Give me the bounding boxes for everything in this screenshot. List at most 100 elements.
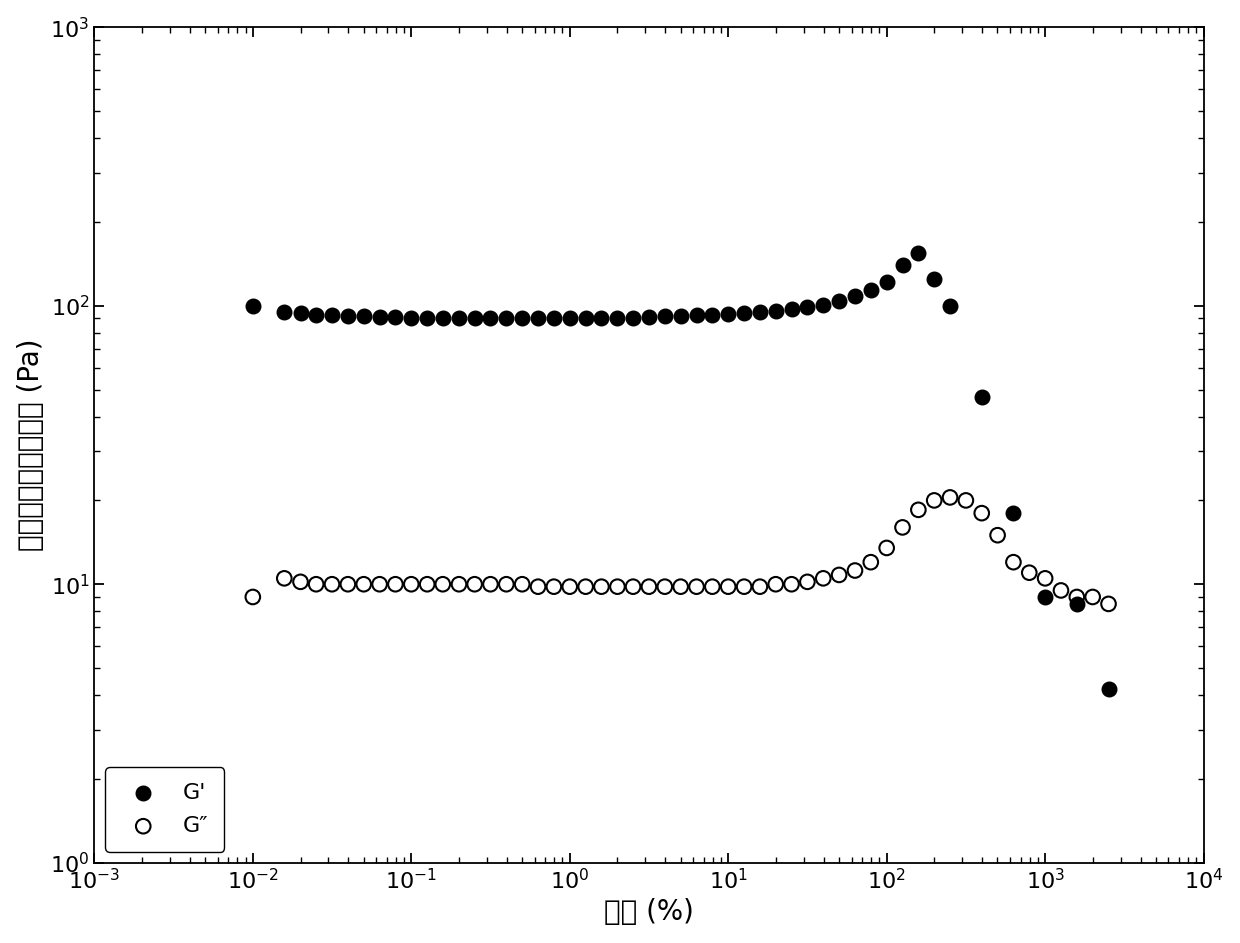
G' xyxy=(274,305,294,320)
Y-axis label: 储存模量，损耗模量 (Pa): 储存模量，损耗模量 (Pa) xyxy=(16,339,45,552)
G″ xyxy=(893,520,913,535)
G″ xyxy=(274,571,294,586)
G″ xyxy=(797,574,817,589)
G″ xyxy=(528,579,548,594)
G' xyxy=(718,306,738,322)
G″ xyxy=(1035,571,1055,586)
G' xyxy=(750,305,770,320)
G″ xyxy=(1003,554,1023,570)
G' xyxy=(1066,596,1086,611)
G' xyxy=(1003,505,1023,521)
G' xyxy=(877,274,897,290)
G″ xyxy=(512,577,532,592)
G' xyxy=(861,282,880,297)
G' xyxy=(940,298,960,313)
G' xyxy=(402,310,422,325)
G″ xyxy=(559,579,579,594)
G″ xyxy=(830,568,849,583)
G″ xyxy=(972,505,992,521)
G″ xyxy=(575,579,595,594)
G' xyxy=(687,307,707,323)
G″ xyxy=(781,577,801,592)
G″ xyxy=(608,579,627,594)
G' xyxy=(655,309,675,324)
G' xyxy=(243,298,263,313)
G' xyxy=(386,309,405,324)
G' xyxy=(702,307,722,323)
G″ xyxy=(877,540,897,555)
G″ xyxy=(671,579,691,594)
G″ xyxy=(734,579,754,594)
G″ xyxy=(750,579,770,594)
G' xyxy=(846,289,866,304)
G' xyxy=(1035,589,1055,604)
G' xyxy=(909,245,929,260)
G' xyxy=(481,310,501,325)
G' xyxy=(671,308,691,323)
G″ xyxy=(481,577,501,592)
G″ xyxy=(813,571,833,586)
G″ xyxy=(909,503,929,518)
G″ xyxy=(449,577,469,592)
G″ xyxy=(465,577,485,592)
G″ xyxy=(433,577,453,592)
G' xyxy=(544,311,564,326)
G″ xyxy=(1083,589,1102,604)
G' xyxy=(813,297,833,312)
G' xyxy=(972,389,992,405)
G″ xyxy=(846,563,866,578)
G' xyxy=(449,310,469,325)
G″ xyxy=(418,577,438,592)
G' xyxy=(624,310,644,325)
G' xyxy=(512,310,532,325)
G″ xyxy=(655,579,675,594)
G″ xyxy=(1099,596,1118,611)
G″ xyxy=(591,579,611,594)
G″ xyxy=(306,577,326,592)
G' xyxy=(528,311,548,326)
G″ xyxy=(353,577,373,592)
G″ xyxy=(924,493,944,508)
G' xyxy=(418,310,438,325)
G' xyxy=(322,307,342,323)
G″ xyxy=(322,577,342,592)
G″ xyxy=(718,579,738,594)
G' xyxy=(465,310,485,325)
G″ xyxy=(956,493,976,508)
G″ xyxy=(766,577,786,592)
G' xyxy=(496,310,516,325)
G″ xyxy=(687,579,707,594)
G' xyxy=(1099,682,1118,697)
G″ xyxy=(496,577,516,592)
G' xyxy=(575,311,595,326)
G' xyxy=(781,302,801,317)
G″ xyxy=(940,489,960,505)
G″ xyxy=(1019,565,1039,580)
G″ xyxy=(339,577,358,592)
G' xyxy=(433,310,453,325)
G″ xyxy=(988,528,1008,543)
G' xyxy=(370,309,389,324)
G″ xyxy=(624,579,644,594)
G″ xyxy=(702,579,722,594)
G″ xyxy=(370,577,389,592)
G' xyxy=(608,310,627,325)
G' xyxy=(924,272,944,287)
G' xyxy=(591,311,611,326)
G' xyxy=(306,307,326,323)
G″ xyxy=(243,589,263,604)
G' xyxy=(639,309,658,324)
G' xyxy=(734,306,754,321)
G' xyxy=(353,309,373,324)
G″ xyxy=(861,554,880,570)
G' xyxy=(766,303,786,318)
G' xyxy=(559,311,579,326)
G' xyxy=(830,293,849,308)
G″ xyxy=(544,579,564,594)
G″ xyxy=(639,579,658,594)
G″ xyxy=(1052,583,1071,598)
G″ xyxy=(1066,589,1086,604)
X-axis label: 应变 (%): 应变 (%) xyxy=(604,899,694,926)
G' xyxy=(797,300,817,315)
G' xyxy=(893,257,913,273)
